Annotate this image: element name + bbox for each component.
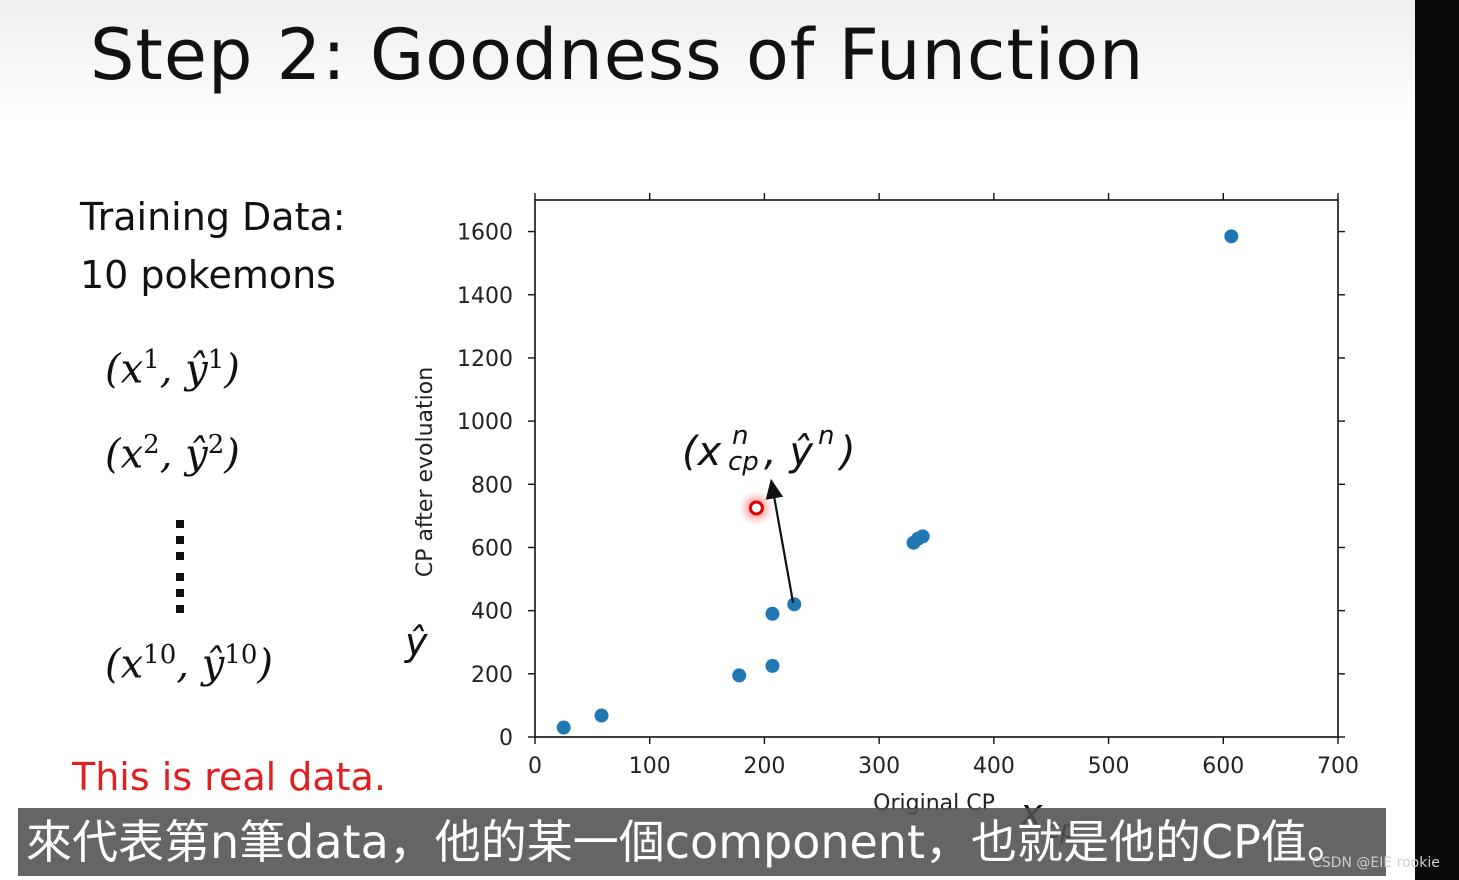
svg-text:n: n <box>818 421 834 451</box>
svg-text:(x: (x <box>682 429 722 475</box>
x-tick-label: 100 <box>629 754 671 779</box>
right-border <box>1415 0 1459 880</box>
equation-2: (x2, ŷ2) <box>105 430 240 478</box>
equation-1: (x1, ŷ1) <box>105 345 240 393</box>
data-point <box>594 708 609 723</box>
y-tick-label: 1200 <box>457 347 513 372</box>
vertical-dots-2 <box>170 568 190 621</box>
data-point <box>732 668 747 683</box>
watermark: CSDN @EIE rookie <box>1312 855 1440 871</box>
data-point <box>556 720 571 735</box>
x-tick-label: 600 <box>1202 754 1244 779</box>
highlighted-point <box>748 500 764 516</box>
x-tick-label: 200 <box>743 754 785 779</box>
data-point <box>915 529 930 544</box>
plot-frame <box>534 199 1339 738</box>
y-tick-label: 400 <box>471 600 513 625</box>
x-tick-label: 0 <box>528 754 542 779</box>
y-axis-label: CP after evoluation <box>413 367 438 577</box>
training-line-2: 10 pokemons <box>80 253 336 297</box>
svg-text:n: n <box>732 421 748 451</box>
x-tick-label: 300 <box>858 754 900 779</box>
y-tick-label: 800 <box>471 473 513 498</box>
annotation-arrow <box>765 478 795 603</box>
x-tick-label: 400 <box>973 754 1015 779</box>
equation-10: (x10, ŷ10) <box>105 640 273 688</box>
data-point <box>787 597 802 612</box>
svg-text:, ŷ: , ŷ <box>764 429 814 475</box>
training-line-1: Training Data: <box>80 195 346 239</box>
y-tick-label: 1000 <box>457 410 513 435</box>
video-subtitle: 來代表第n筆data，他的某一個component，也就是他的CP值。 <box>18 808 1386 876</box>
x-tick-label: 500 <box>1088 754 1130 779</box>
real-data-note: This is real data. <box>72 755 386 799</box>
data-point <box>765 658 780 673</box>
training-data-label: Training Data: 10 pokemons <box>80 188 346 304</box>
x-tick-label: 700 <box>1317 754 1359 779</box>
y-tick-label: 0 <box>499 726 513 751</box>
point-annotation: (x n cp , ŷ n ) <box>682 421 856 477</box>
y-tick-label: 600 <box>471 536 513 561</box>
svg-text:): ) <box>837 429 856 475</box>
title-bar <box>0 0 1415 125</box>
slide-title: Step 2: Goodness of Function <box>90 14 1145 96</box>
y-hat-symbol: ŷ <box>404 620 428 664</box>
vertical-dots-1 <box>170 515 190 568</box>
data-point <box>1224 229 1239 244</box>
y-tick-label: 1600 <box>457 221 513 246</box>
y-tick-label: 200 <box>471 663 513 688</box>
svg-text:cp: cp <box>728 447 759 477</box>
y-tick-label: 1400 <box>457 284 513 309</box>
data-point <box>765 606 780 621</box>
